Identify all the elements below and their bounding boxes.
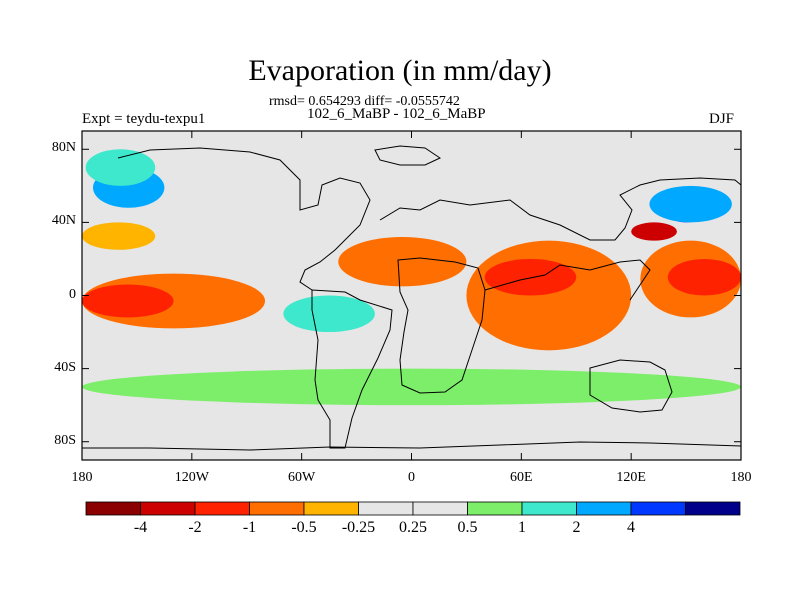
colorbar-box — [467, 501, 523, 516]
lat-label: 40N — [51, 213, 76, 229]
coastline-asia-south — [484, 259, 651, 301]
lon-label: 0 — [408, 470, 415, 485]
lat-label: 0 — [69, 286, 76, 302]
lon-label: 180 — [730, 470, 752, 485]
coastline-antarctica — [82, 441, 741, 451]
colorbar-label: -1 — [242, 519, 257, 536]
field-region-blue_light — [649, 185, 732, 223]
lon-ticks — [81, 131, 742, 460]
figure-title: Evaporation (in mm/day) — [248, 54, 552, 87]
coastline-south-america — [311, 289, 393, 449]
colorbar-label: 0.25 — [399, 519, 427, 536]
field-region-red — [82, 284, 174, 318]
colorbar-box — [630, 501, 686, 516]
experiment-label: Expt = teydu-texpu1 — [82, 111, 206, 127]
coastline-africa — [397, 257, 486, 394]
evaporation-field — [82, 149, 741, 406]
coastline-europe-asia — [379, 177, 741, 241]
colorbar — [85, 501, 741, 516]
lon-label: 120E — [616, 470, 646, 485]
field-region-red — [484, 258, 577, 296]
colorbar-box — [140, 501, 196, 516]
field-region-yellow — [82, 222, 156, 250]
colorbar-label: -2 — [188, 519, 202, 536]
field-region-teal — [85, 149, 156, 186]
field-region-red — [667, 258, 741, 296]
field-region-dark_red — [631, 222, 677, 241]
colorbar-label: -0.25 — [341, 519, 376, 536]
colorbar-box — [85, 501, 141, 516]
colorbar-box — [576, 501, 632, 516]
field-region-green — [82, 368, 741, 406]
field-region-orange — [338, 237, 467, 287]
coastline-north-america — [117, 147, 371, 291]
colorbar-box — [303, 501, 359, 516]
coastlines — [82, 145, 741, 451]
lat-ticks — [82, 148, 741, 443]
lon-label: 60E — [510, 470, 533, 485]
colorbar-box — [412, 501, 468, 516]
lat-label: 80N — [51, 140, 76, 156]
colorbar-label: 4 — [627, 519, 635, 536]
colorbar-label: 2 — [572, 519, 581, 536]
stats-line: rmsd= 0.654293 diff= -0.0555742 — [269, 94, 460, 109]
colorbar-box — [194, 501, 250, 516]
coastline-greenland — [374, 145, 442, 166]
colorbar-box — [521, 501, 577, 516]
lat-label: 80S — [54, 432, 76, 448]
lon-label: 180 — [71, 470, 93, 485]
field-region-orange — [466, 240, 632, 351]
colorbar-box — [249, 501, 305, 516]
figure-subtitle: 102_6_MaBP - 102_6_MaBP — [307, 106, 486, 122]
plot-area — [81, 130, 742, 461]
colorbar-label: 0.5 — [457, 519, 478, 536]
lat-label: 40S — [54, 359, 76, 375]
field-region-teal — [283, 295, 375, 333]
colorbar-box — [358, 501, 414, 516]
lon-label: 60W — [288, 470, 316, 485]
lon-label: 120W — [174, 470, 209, 485]
colorbar-label: -0.5 — [291, 519, 317, 536]
colorbar-label: 1 — [518, 519, 526, 536]
colorbar-box — [685, 501, 741, 516]
colorbar-label: -4 — [133, 519, 148, 536]
season-label: DJF — [709, 111, 735, 127]
coastline-australia — [589, 359, 673, 413]
